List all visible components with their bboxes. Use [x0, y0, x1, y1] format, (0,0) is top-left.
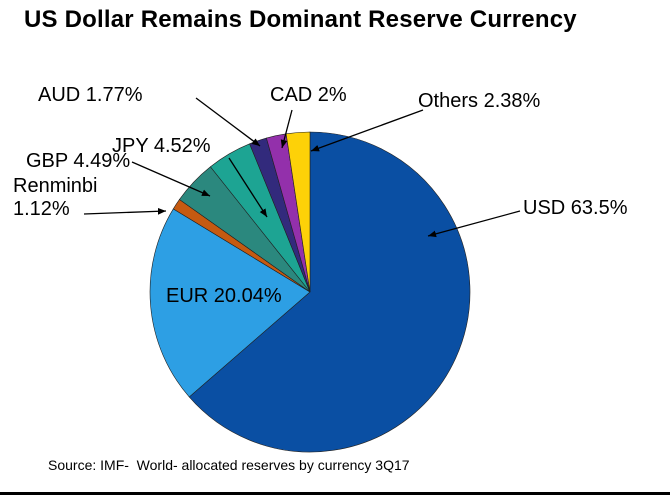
leader-line-cad: [280, 109, 293, 149]
slice-label-eur: EUR 20.04%: [166, 285, 282, 307]
leader-line-aud: [195, 97, 261, 147]
slice-label-gbp: GBP 4.49%: [26, 150, 131, 172]
pie-slice-eur: [149, 208, 311, 398]
leader-line-gbp: [131, 161, 211, 197]
slice-label-cad: CAD 2%: [270, 84, 347, 106]
leader-line-usd: [427, 210, 521, 238]
leader-line-jpy: [228, 157, 268, 218]
chart-title: US Dollar Remains Dominant Reserve Curre…: [24, 6, 577, 33]
source-note: Source: IMF- World- allocated reserves b…: [48, 457, 410, 473]
leader-lines: [83, 97, 521, 238]
slice-label-renminbi: Renminbi 1.12%: [13, 175, 97, 221]
leader-line-others: [310, 109, 424, 152]
leader-line-renminbi: [83, 207, 167, 215]
slice-label-renminbi-line2: 1.12%: [13, 198, 70, 220]
slice-label-others: Others 2.38%: [418, 90, 541, 112]
bottom-border-line: [0, 492, 670, 495]
slice-label-usd: USD 63.5%: [523, 197, 628, 219]
pie-slice-usd: [188, 131, 471, 453]
slice-label-jpy: JPY 4.52%: [112, 135, 211, 157]
pie-slices: [149, 131, 471, 453]
slice-label-renminbi-line1: Renminbi: [13, 175, 98, 197]
slice-label-aud: AUD 1.77%: [38, 84, 143, 106]
